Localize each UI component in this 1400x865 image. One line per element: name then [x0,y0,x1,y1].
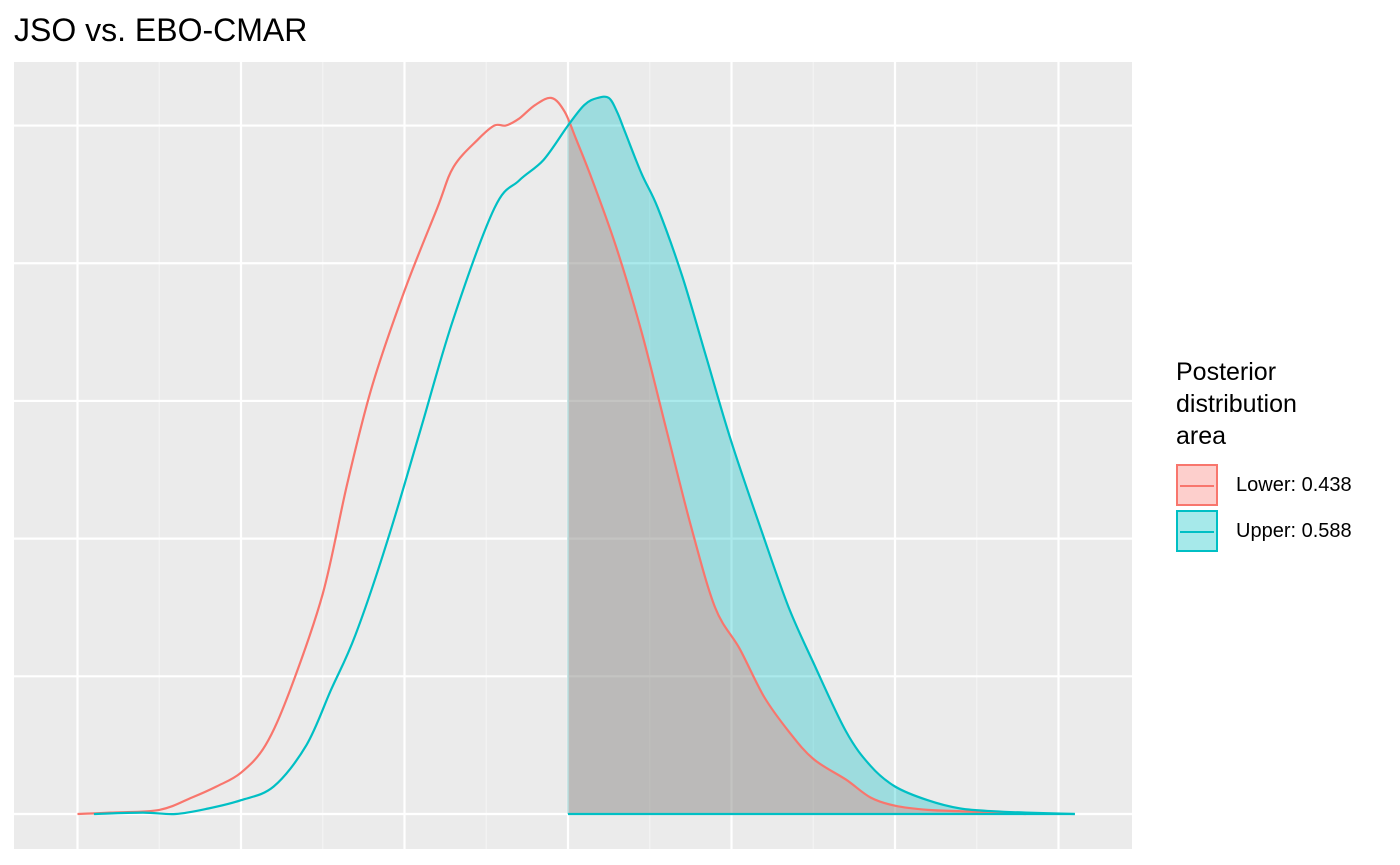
grid-major [14,62,1132,849]
area-fill-lower [568,119,1026,815]
legend-title-line: area [1176,422,1227,450]
legend-item-upper: Upper: 0.588 [1176,508,1352,554]
plot-panel [14,62,1132,849]
legend-label-lower: Lower: 0.438 [1236,473,1352,496]
density-line-upper [93,95,1075,816]
area-fill-upper [568,96,1075,814]
legend-label-upper: Upper: 0.588 [1236,519,1352,542]
density-lines [77,95,1075,816]
chart-title: JSO vs. EBO-CMAR [14,12,308,48]
legend-title: Posterior distribution area [1176,356,1352,452]
density-line-lower [77,96,1026,816]
legend-key-lower [1176,464,1218,506]
legend-title-line: distribution [1176,390,1297,418]
legend-title-line: Posterior [1176,358,1277,386]
legend-item-lower: Lower: 0.438 [1176,462,1352,508]
legend: Posterior distribution area Lower: 0.438… [1176,356,1352,554]
density-fills [567,96,1075,815]
legend-key-upper [1176,510,1218,552]
grid-minor [158,62,978,849]
